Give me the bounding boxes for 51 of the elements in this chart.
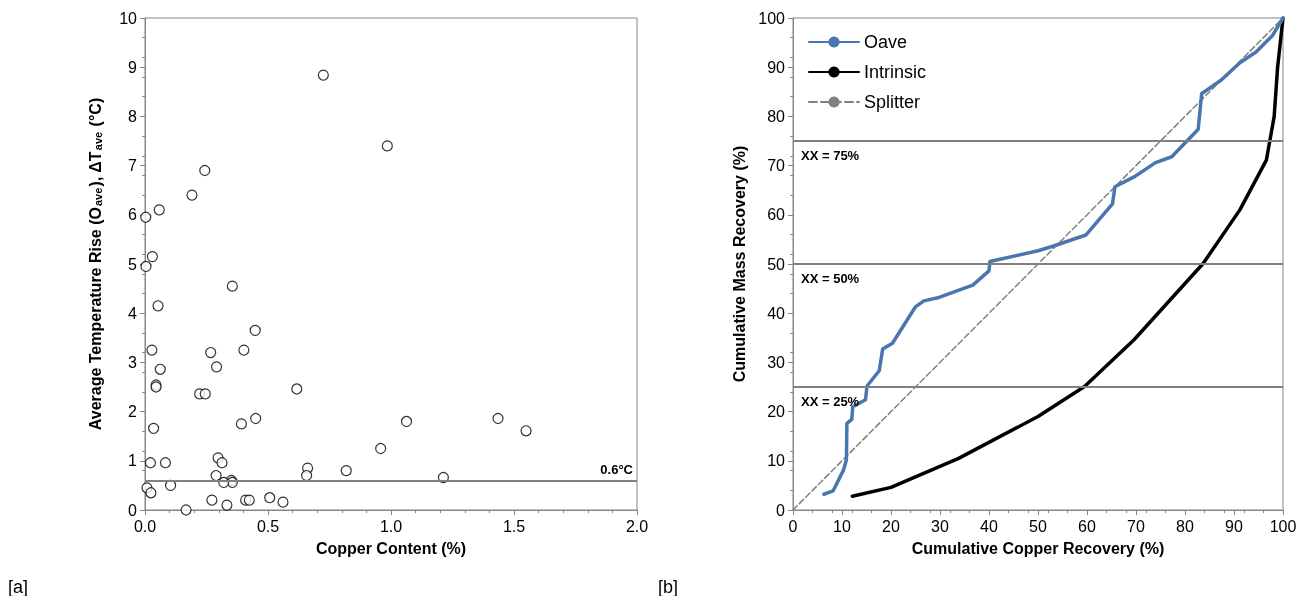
y-tick-label: 60	[767, 206, 786, 224]
y-tick-label: 4	[128, 304, 138, 322]
x-tick-label: 10	[833, 517, 851, 535]
y-tick-label: 90	[767, 58, 786, 76]
x-tick-label: 2.0	[625, 517, 649, 535]
x-tick-label: 40	[980, 517, 998, 535]
x-tick-label: 0.0	[133, 517, 157, 535]
legend-label: Intrinsic	[864, 62, 927, 82]
x-tick-label: 1.5	[502, 517, 526, 535]
x-tick-label: 80	[1176, 517, 1194, 535]
y-tick-label: 6	[128, 206, 138, 224]
y-tick-label: 5	[128, 255, 138, 273]
legend-label: Splitter	[864, 92, 921, 112]
y-tick-label: 50	[767, 255, 786, 273]
legend-label: Oave	[864, 32, 908, 52]
ref-line-label: 0.6°C	[600, 462, 634, 478]
text: [b]	[658, 577, 679, 597]
y-tick-label: 8	[128, 107, 138, 125]
x-axis-title: Copper Content (%)	[315, 539, 467, 557]
y-tick-label: 40	[767, 304, 786, 322]
y-tick-label: 10	[119, 9, 138, 27]
x-tick-label: 70	[1127, 517, 1145, 535]
y-tick-label: 100	[758, 9, 786, 27]
x-tick-label: 20	[882, 517, 900, 535]
x-tick-label: 0	[788, 517, 798, 535]
x-axis-title: Cumulative Copper Recovery (%)	[911, 539, 1165, 557]
ref-line-label: XX = 50%	[801, 271, 860, 286]
y-tick-label: 10	[767, 452, 786, 470]
y-tick-label: 9	[128, 58, 138, 76]
ref-line-label: XX = 25%	[801, 394, 860, 409]
y-tick-label: 3	[128, 353, 138, 371]
x-tick-label: 100	[1269, 517, 1297, 535]
x-tick-label: 1.0	[379, 517, 403, 535]
y-tick-label: 1	[128, 452, 138, 470]
x-tick-label: 0.5	[256, 517, 280, 535]
y-axis-title: Cumulative Mass Recovery (%)	[730, 145, 748, 383]
y-tick-label: 7	[128, 157, 138, 175]
y-tick-label: 30	[767, 353, 786, 371]
y-tick-label: 20	[767, 403, 786, 421]
x-tick-label: 30	[931, 517, 949, 535]
x-tick-label: 60	[1078, 517, 1096, 535]
y-tick-label: 80	[767, 107, 786, 125]
y-tick-label: 0	[128, 501, 138, 519]
x-tick-label: 90	[1225, 517, 1243, 535]
x-tick-label: 50	[1029, 517, 1047, 535]
y-tick-label: 70	[767, 157, 786, 175]
y-tick-label: 0	[776, 501, 786, 519]
y-axis-title: Average Temperature Rise (Oave), ΔTave (°C)	[86, 97, 104, 431]
ref-line-label: XX = 75%	[801, 148, 860, 163]
y-tick-label: 2	[128, 403, 138, 421]
text: [a]	[8, 577, 29, 597]
